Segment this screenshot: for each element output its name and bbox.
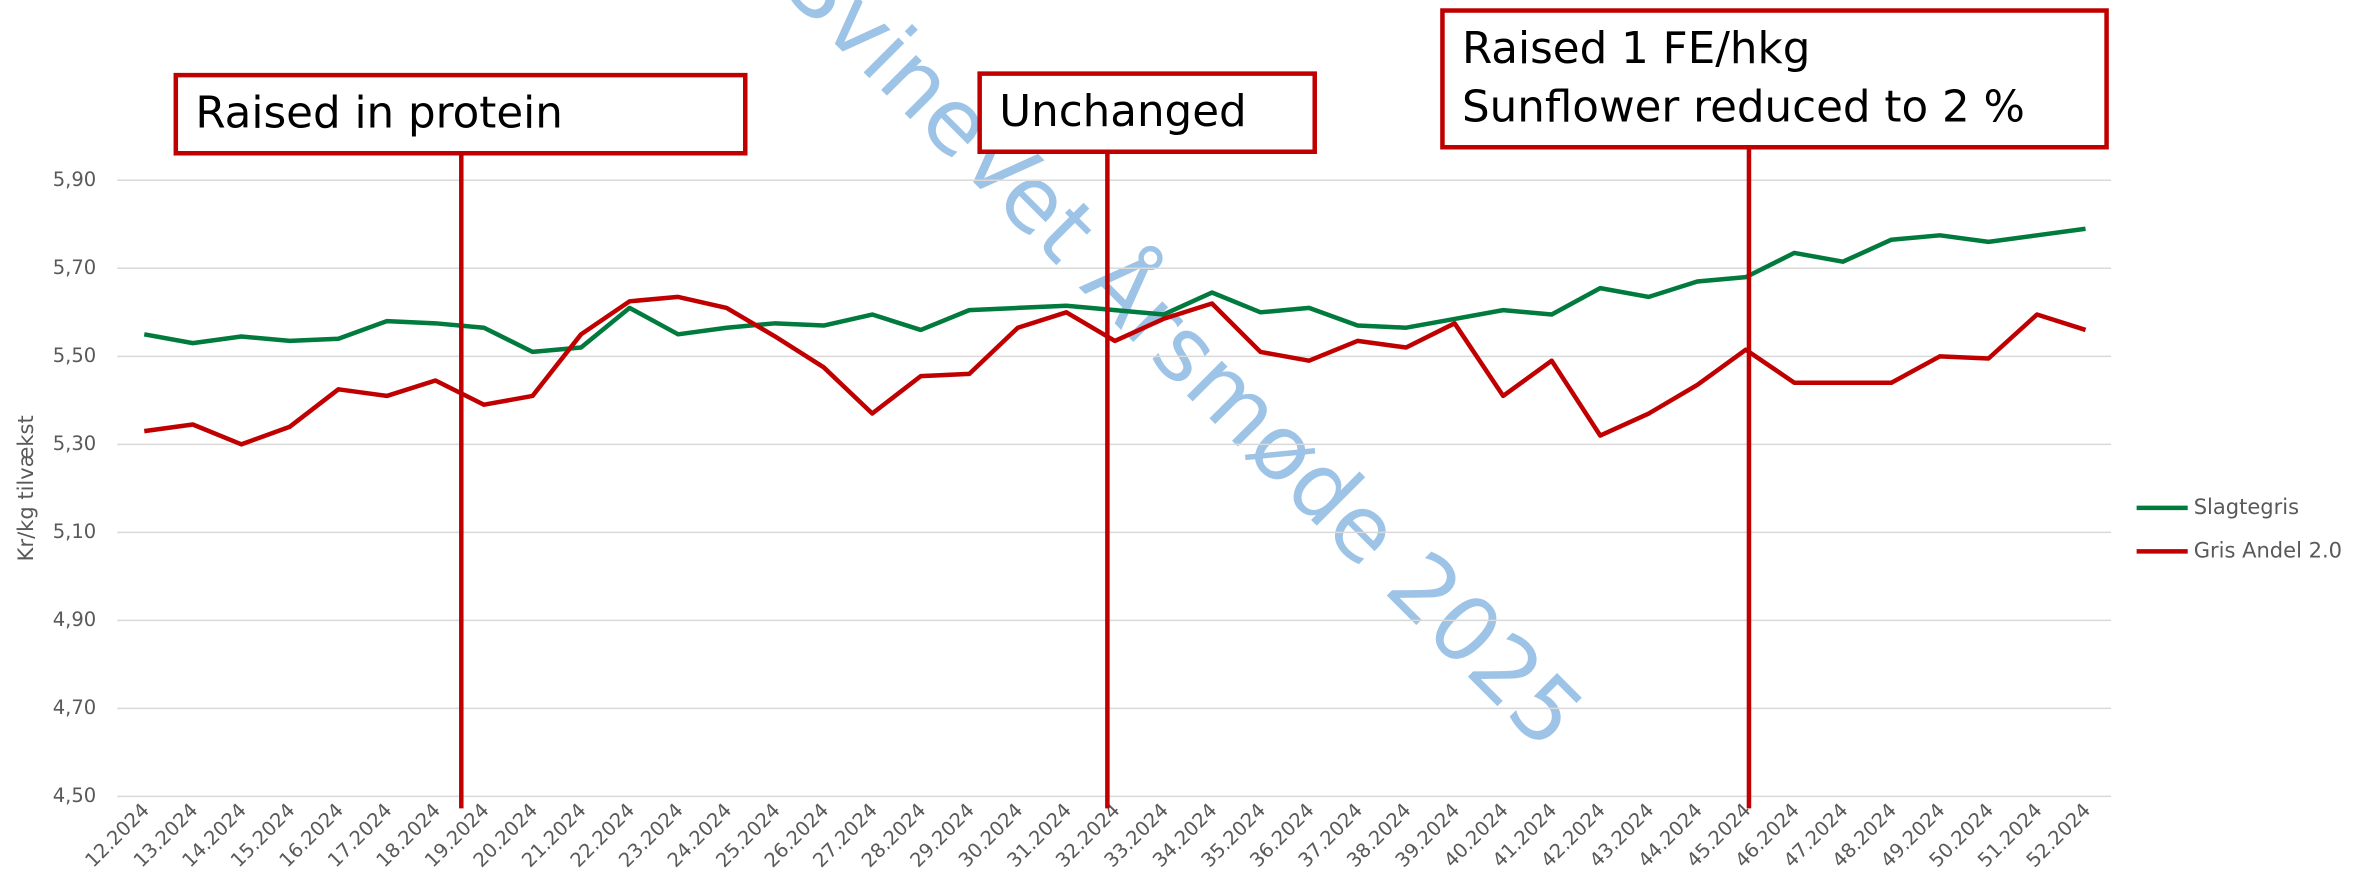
y-tick-label: 5,90: [53, 168, 96, 191]
series-line: [143, 226, 2086, 355]
annotation-box: [173, 72, 748, 156]
y-tick-label: 4,50: [53, 784, 96, 807]
annotation-box: [977, 71, 1317, 155]
y-tick-label: 5,70: [53, 256, 96, 279]
annotation-box: [1440, 8, 2109, 150]
annotation-text: Raised 1 FE/hkg: [1462, 24, 1810, 74]
legend-label: Slagtegris: [2194, 494, 2299, 519]
y-tick-label: 5,10: [53, 520, 96, 543]
y-tick-label: 5,30: [53, 432, 96, 455]
y-tick-label: 4,70: [53, 696, 96, 719]
y-tick-label: 5,50: [53, 344, 96, 367]
y-axis-label: Kr/kg tilvækst: [13, 415, 38, 561]
legend-label: Gris Andel 2.0: [2194, 537, 2342, 562]
annotation-text: Raised in protein: [195, 89, 563, 139]
annotation-text: Unchanged: [999, 87, 1246, 137]
annotation-text: Sunflower reduced to 2 %: [1462, 83, 2025, 133]
y-tick-label: 4,90: [53, 608, 96, 631]
series-line: [143, 294, 2087, 447]
